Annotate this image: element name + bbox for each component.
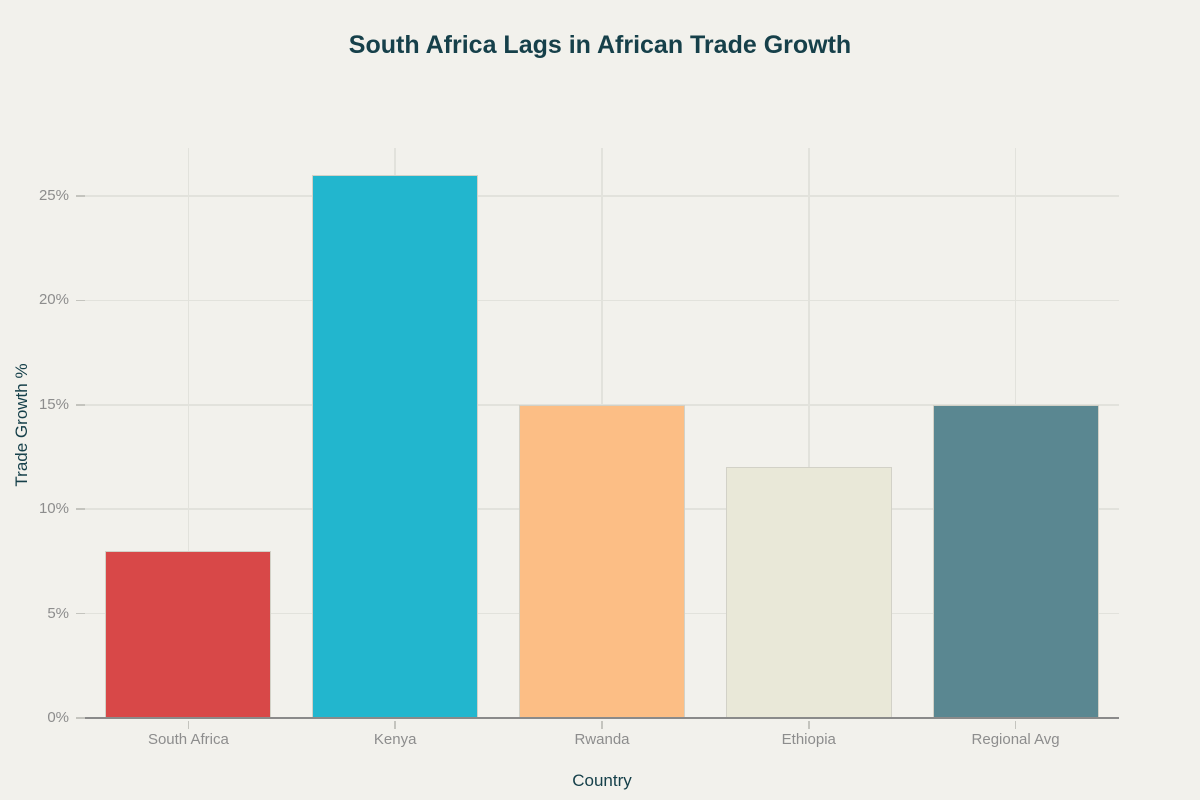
y-axis-title: Trade Growth % bbox=[12, 363, 31, 487]
y-tick-mark bbox=[76, 612, 85, 615]
y-tick-label: 5% bbox=[47, 604, 69, 622]
y-tick-label: 15% bbox=[38, 395, 69, 413]
bar-ethiopia bbox=[725, 467, 892, 718]
x-gridline bbox=[187, 148, 190, 718]
plot-area: 0% 5% 10% 15% 20% 25% South Africa Kenya Rwanda E… bbox=[39, 148, 1119, 748]
bar-rwanda bbox=[519, 404, 685, 718]
y-tick-mark bbox=[76, 299, 85, 302]
chart-title: South Africa Lags in African Trade Growt… bbox=[348, 31, 852, 59]
x-gridline bbox=[808, 148, 810, 718]
y-tick-label: 25% bbox=[38, 187, 69, 205]
y-tick-mark bbox=[76, 195, 85, 197]
y-tick-mark bbox=[76, 717, 85, 719]
bar-south-africa bbox=[105, 550, 272, 718]
bar-kenya bbox=[312, 175, 479, 718]
y-tick-label: 20% bbox=[38, 291, 69, 309]
x-tick-mark bbox=[601, 720, 603, 729]
bar-regional-avg bbox=[932, 404, 1099, 718]
y-tick-label: 10% bbox=[38, 500, 69, 518]
y-tick-mark bbox=[76, 404, 85, 406]
x-tick-label: Rwanda bbox=[574, 731, 630, 748]
x-tick-mark bbox=[1014, 720, 1017, 729]
x-tick-label: Kenya bbox=[373, 731, 417, 748]
x-tick-mark bbox=[187, 720, 190, 729]
x-tick-label: Regional Avg bbox=[971, 731, 1060, 748]
x-axis-title: Country bbox=[572, 771, 632, 790]
x-tick-mark bbox=[808, 720, 810, 729]
y-tick-mark bbox=[76, 508, 85, 510]
x-tick-label: Ethiopia bbox=[781, 731, 836, 748]
x-tick-label: South Africa bbox=[147, 731, 229, 748]
x-tick-mark bbox=[394, 720, 396, 729]
y-tick-label: 0% bbox=[47, 709, 69, 726]
x-axis-line bbox=[85, 716, 1119, 719]
